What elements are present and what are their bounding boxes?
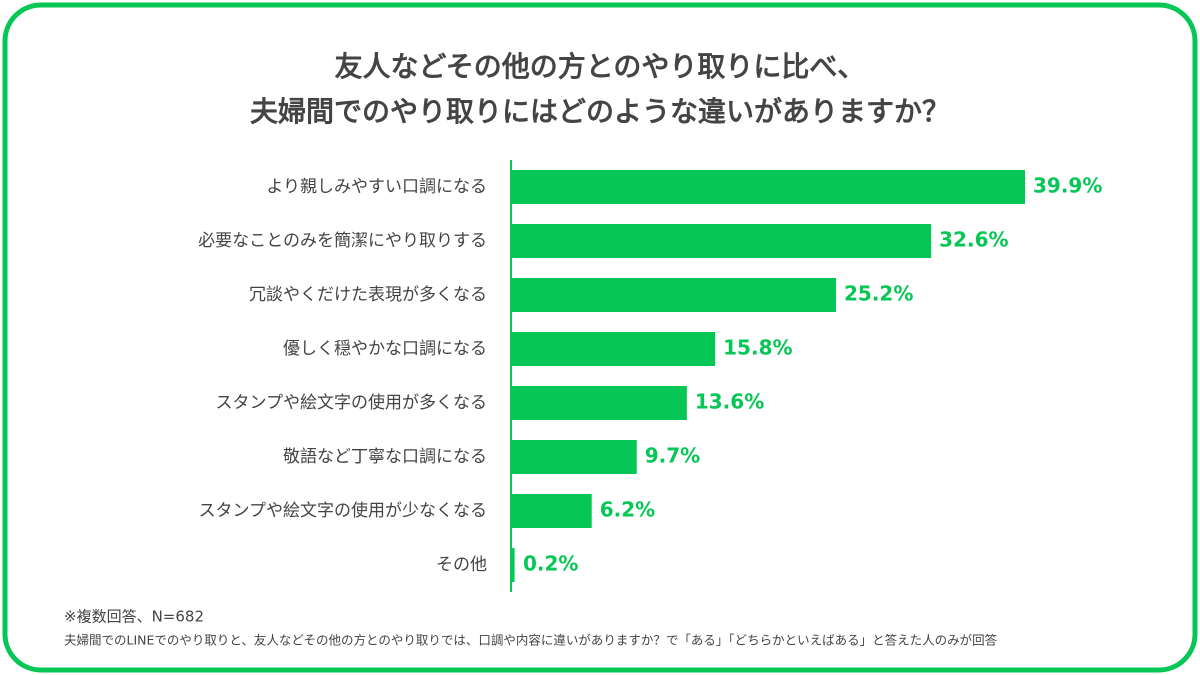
bar <box>512 386 687 420</box>
bar <box>512 224 932 258</box>
value-label: 39.9% <box>1033 174 1102 198</box>
value-label: 6.2% <box>600 498 655 522</box>
note: ※複数回答、N=682 <box>64 608 204 626</box>
bar <box>512 170 1025 204</box>
bar <box>512 548 515 582</box>
bar <box>512 494 592 528</box>
value-label: 15.8% <box>723 336 792 360</box>
note: 夫婦間でのLINEでのやり取りと、友人などその他の方とのやり取りでは、口調や内容… <box>64 633 998 648</box>
value-label: 13.6% <box>695 390 764 414</box>
value-label: 32.6% <box>939 228 1008 252</box>
value-label: 0.2% <box>523 552 578 576</box>
value-label: 9.7% <box>645 444 700 468</box>
chart-title: 夫婦間でのやり取りにはどのような違いがありますか？ <box>250 95 950 128</box>
bar <box>512 332 716 366</box>
bar <box>512 440 637 474</box>
category-label: より親しみやすい口調になる <box>266 177 487 197</box>
bar <box>512 278 836 312</box>
category-label: 冗談やくだけた表現が多くなる <box>249 285 487 305</box>
category-label: 敬語など丁寧な口調になる <box>283 447 487 467</box>
category-label: その他 <box>436 555 487 575</box>
category-label: スタンプや絵文字の使用が多くなる <box>216 392 488 413</box>
chart-title: 友人などその他の方とのやり取りに比べ、 <box>335 50 866 83</box>
category-label: スタンプや絵文字の使用が少なくなる <box>199 500 488 521</box>
value-label: 25.2% <box>844 282 913 306</box>
category-label: 優しく穏やかな口調になる <box>283 339 487 359</box>
category-label: 必要なことのみを簡潔にやり取りする <box>198 231 487 251</box>
